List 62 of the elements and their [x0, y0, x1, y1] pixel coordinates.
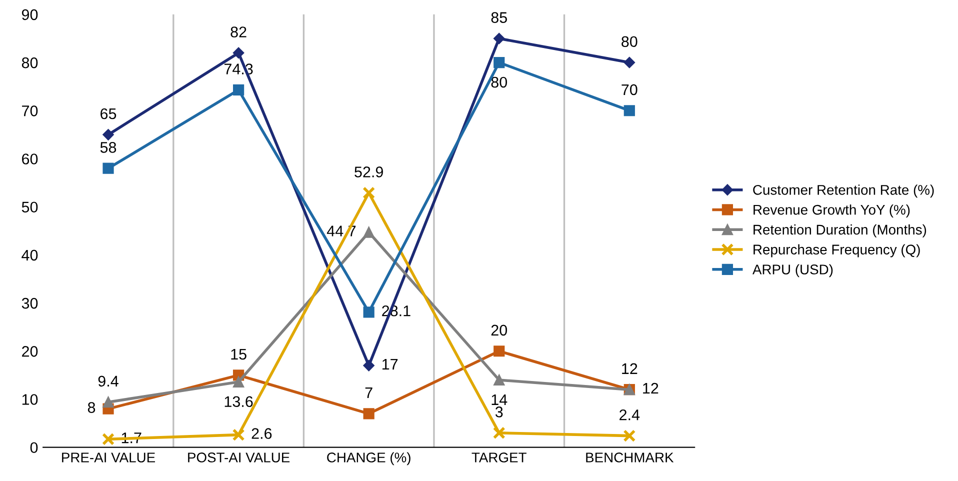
point: [102, 162, 114, 174]
legend-label: ARPU (USD): [752, 264, 833, 278]
point: [494, 56, 505, 68]
data-label: 82: [230, 26, 246, 38]
data-label: 52.9: [354, 166, 383, 178]
data-label: 70: [622, 84, 638, 96]
data-label: 12: [622, 363, 638, 374]
point: [494, 346, 505, 357]
y-tick-label: 90: [22, 9, 38, 20]
data-label: 2.4: [620, 409, 640, 420]
legend-label: Repurchase Frequency (Q): [754, 244, 920, 258]
legend-label: Customer Retention Rate (%): [753, 184, 934, 198]
point: [232, 428, 245, 442]
legend-label: Retention Duration (Months): [754, 224, 926, 238]
point: [623, 430, 636, 442]
data-label: 17: [382, 359, 398, 370]
point: [363, 306, 374, 318]
data-label: 80: [491, 76, 508, 88]
y-tick-label: 80: [22, 57, 38, 68]
point: [362, 186, 376, 200]
point: [624, 56, 636, 68]
point: [494, 374, 505, 386]
data-label: 2.6: [252, 428, 272, 439]
point: [363, 360, 374, 372]
data-label: 12: [643, 382, 658, 394]
data-label: 8: [88, 402, 96, 413]
point: [232, 84, 244, 96]
data-label: 80: [622, 36, 638, 48]
point: [624, 105, 635, 116]
point: [492, 426, 506, 440]
data-label: 9.4: [98, 376, 118, 387]
legend-label: Revenue Growth YoY (%): [754, 204, 910, 218]
y-tick-label: 70: [22, 106, 38, 116]
data-label: 20: [491, 324, 508, 336]
y-tick-label: 20: [22, 346, 38, 357]
data-label: 85: [491, 12, 507, 23]
data-label: 3: [495, 406, 503, 418]
x-tick-label: PRE-AI VALUE: [62, 452, 155, 462]
data-label: 65: [100, 108, 116, 120]
point: [102, 129, 114, 140]
point: [494, 32, 505, 44]
y-tick-label: 50: [22, 202, 38, 213]
y-tick-label: 60: [22, 154, 38, 164]
y-tick-label: 40: [22, 250, 38, 261]
data-label: 58: [100, 142, 116, 153]
data-label: 13.6: [224, 396, 253, 408]
data-label: 14: [492, 394, 508, 405]
x-tick-label: BENCHMARK: [586, 452, 674, 462]
point: [102, 432, 115, 446]
y-tick-label: 0: [30, 442, 38, 454]
point: [363, 226, 374, 238]
point: [232, 376, 244, 388]
point: [363, 408, 374, 420]
x-tick-label: CHANGE (%): [327, 452, 410, 466]
x-tick-label: POST-AI VALUE: [188, 452, 290, 462]
data-label: 15: [231, 349, 246, 360]
data-label: 7: [365, 387, 372, 398]
point: [102, 396, 114, 408]
y-tick-label: 10: [22, 394, 38, 405]
x-tick-label: TARGET: [472, 452, 526, 462]
point: [232, 47, 244, 59]
y-tick-label: 30: [22, 298, 38, 309]
